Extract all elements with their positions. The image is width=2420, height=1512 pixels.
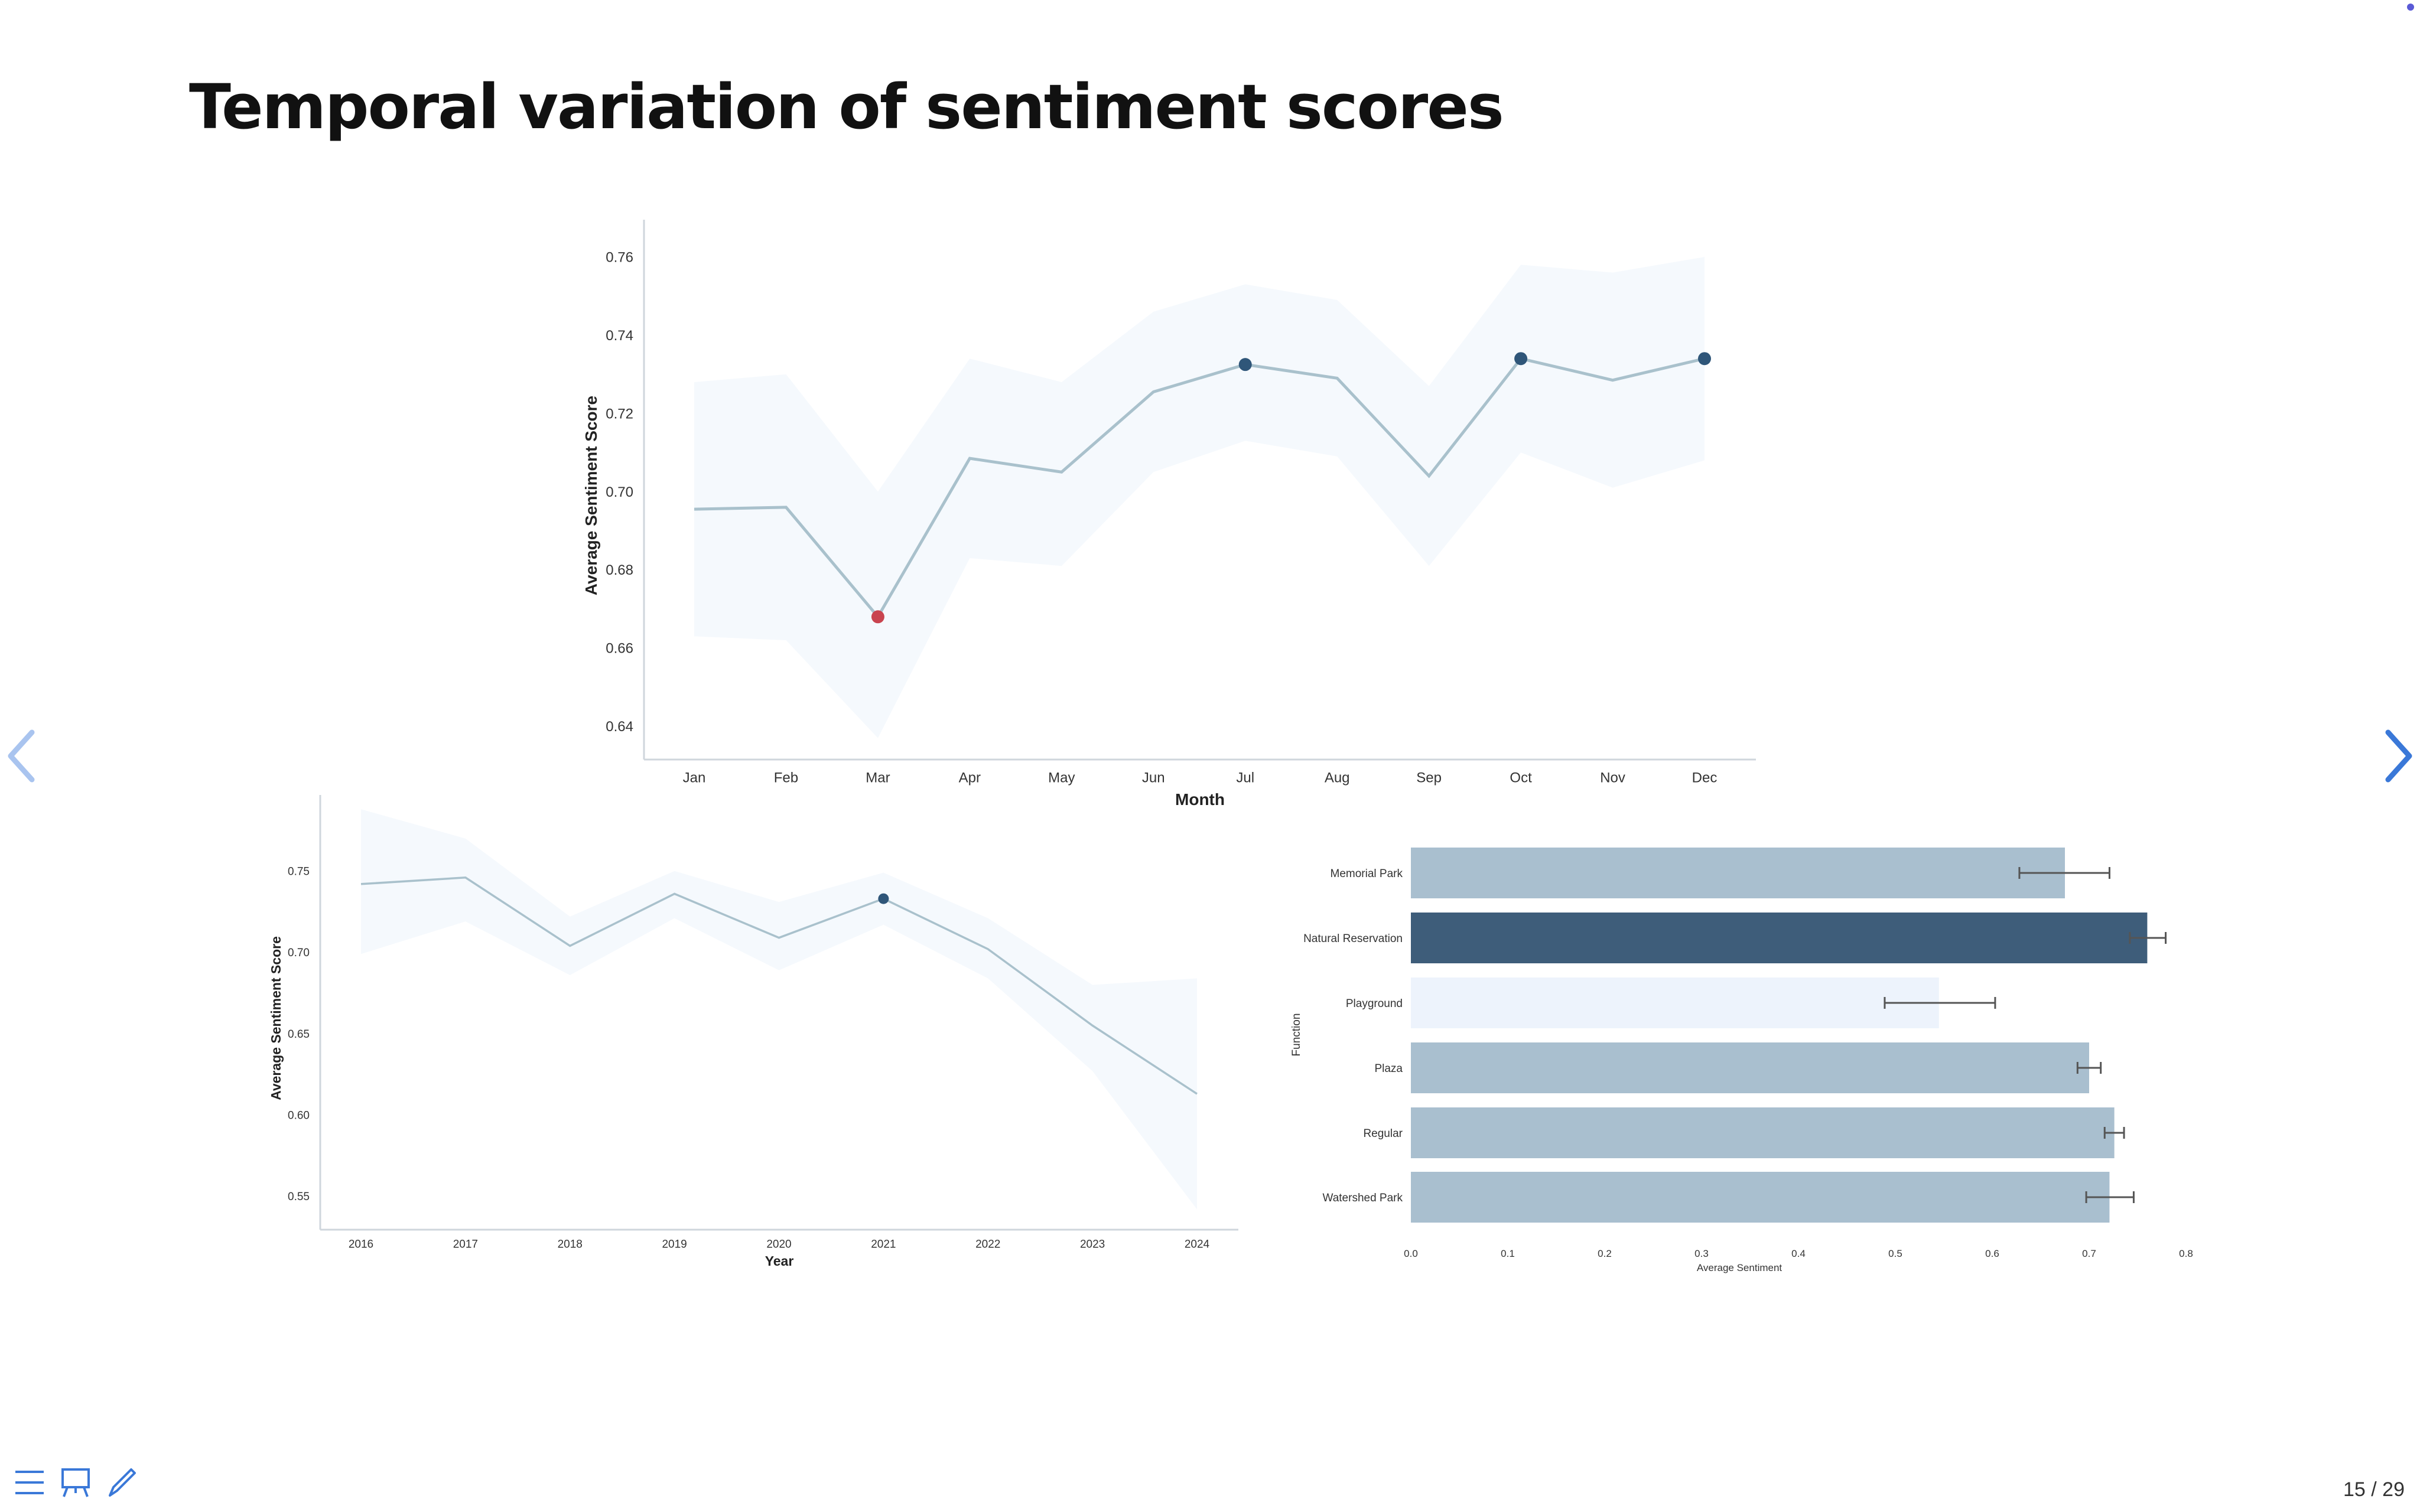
chart3-category-label: Plaza bbox=[1374, 1063, 1403, 1075]
chart1-xtick-label: Feb bbox=[774, 770, 798, 786]
slide-number: 15 / 29 bbox=[2343, 1478, 2405, 1501]
chart1-xtick-label: Dec bbox=[1692, 770, 1718, 786]
chart2-xtick-label: 2018 bbox=[558, 1238, 583, 1250]
chart1-series-line bbox=[694, 357, 1705, 620]
chart3-xtick-label: 0.6 bbox=[1985, 1248, 1999, 1259]
chart1-highlight-point bbox=[1238, 358, 1252, 372]
chart2-ytick-label: 0.75 bbox=[288, 865, 310, 878]
chart1-xtick-label: Jul bbox=[1236, 770, 1254, 786]
chart1-ytick-label: 0.72 bbox=[606, 406, 633, 422]
chart2-xtick-label: 2021 bbox=[871, 1238, 896, 1250]
chart3-bar bbox=[1411, 1172, 2110, 1223]
pen-button[interactable] bbox=[105, 1466, 138, 1499]
chart3-bar bbox=[1411, 977, 1939, 1028]
chevron-right-icon bbox=[2385, 729, 2412, 783]
chart2-xtick-label: 2020 bbox=[766, 1238, 791, 1250]
chart3-bar bbox=[1411, 848, 2065, 898]
chart2-ytick-label: 0.55 bbox=[288, 1191, 310, 1203]
chart1-ytick-label: 0.74 bbox=[606, 328, 633, 344]
chart1-xtick-label: Jun bbox=[1142, 770, 1165, 786]
chart1-ytick-label: 0.64 bbox=[606, 719, 633, 735]
chart1-ytick-label: 0.70 bbox=[606, 484, 633, 500]
chart3-category-label: Memorial Park bbox=[1331, 868, 1403, 880]
chart3-xtick-label: 0.1 bbox=[1501, 1248, 1515, 1259]
chart3-xtick-label: 0.0 bbox=[1404, 1248, 1418, 1259]
chart3-xtick-label: 0.7 bbox=[2082, 1248, 2096, 1259]
chart2-xtick-label: 2019 bbox=[662, 1238, 687, 1250]
chart2-xtick-label: 2022 bbox=[975, 1238, 1000, 1250]
chart2-series-line bbox=[360, 876, 1198, 1095]
chart1-xtick-label: Aug bbox=[1325, 770, 1350, 786]
chart1-xtick-label: Jan bbox=[683, 770, 706, 786]
menu-icon bbox=[15, 1471, 44, 1494]
chart2-xtick-label: 2016 bbox=[349, 1238, 373, 1250]
progress-indicator bbox=[2407, 4, 2414, 11]
chart3-bar bbox=[1411, 913, 2148, 963]
chart2-ytick-label: 0.60 bbox=[288, 1110, 310, 1122]
chart2-x-axis-label: Year bbox=[765, 1253, 794, 1269]
chart1-xtick-label: Apr bbox=[959, 770, 981, 786]
chart1-highlight-point bbox=[871, 610, 884, 624]
chart3-category-label: Playground bbox=[1346, 998, 1403, 1010]
chart3-xtick-label: 0.4 bbox=[1791, 1248, 1806, 1259]
chart1-highlight-point bbox=[1698, 352, 1711, 366]
chart2-xtick-label: 2024 bbox=[1185, 1238, 1210, 1250]
chart2-xtick-label: 2023 bbox=[1080, 1238, 1105, 1250]
pen-icon bbox=[109, 1468, 136, 1497]
chart3-x-axis-label: Average Sentiment bbox=[1697, 1262, 1783, 1273]
chart1-xtick-label: Mar bbox=[866, 770, 890, 786]
chart3-bar bbox=[1411, 1107, 2115, 1158]
chevron-left-icon bbox=[8, 729, 35, 783]
chart2-xtick-label: 2017 bbox=[453, 1238, 478, 1250]
chart1-xtick-label: Oct bbox=[1510, 770, 1532, 786]
chart2-y-axis-label: Average Sentiment Score bbox=[268, 936, 284, 1100]
chart2-ytick-label: 0.70 bbox=[288, 947, 310, 959]
chart2-highlight-point bbox=[878, 893, 889, 904]
chart3-xtick-label: 0.2 bbox=[1598, 1248, 1612, 1259]
chart3-bar bbox=[1411, 1042, 2089, 1093]
chart2-confidence-band bbox=[361, 809, 1197, 1210]
chart1-ytick-label: 0.68 bbox=[606, 562, 633, 578]
chart1-highlight-point bbox=[1514, 352, 1528, 366]
chart3-category-label: Natural Reservation bbox=[1303, 933, 1403, 945]
menu-button[interactable] bbox=[13, 1466, 46, 1499]
chart1-xtick-label: Sep bbox=[1416, 770, 1442, 786]
chart1-x-axis-label: Month bbox=[1175, 790, 1225, 809]
chart1-xtick-label: May bbox=[1048, 770, 1075, 786]
chart3-category-label: Regular bbox=[1363, 1128, 1403, 1140]
chart3-y-axis-label: Function bbox=[1290, 1014, 1303, 1057]
slides-overview-button[interactable] bbox=[59, 1466, 92, 1499]
chart1-xtick-label: Nov bbox=[1600, 770, 1625, 786]
previous-slide-button[interactable] bbox=[4, 726, 39, 786]
next-slide-button[interactable] bbox=[2381, 726, 2416, 786]
chart2-ytick-label: 0.65 bbox=[288, 1028, 310, 1041]
slides-overview-icon bbox=[61, 1468, 90, 1497]
chart3-xtick-label: 0.5 bbox=[1888, 1248, 1902, 1259]
chart1-confidence-band bbox=[694, 257, 1705, 738]
slide-title: Temporal variation of sentiment scores bbox=[189, 71, 1504, 143]
chart1-y-axis-label: Average Sentiment Score bbox=[582, 396, 600, 595]
chart3-xtick-label: 0.3 bbox=[1694, 1248, 1709, 1259]
chart3-xtick-label: 0.8 bbox=[2179, 1248, 2193, 1259]
chart1-ytick-label: 0.76 bbox=[606, 249, 633, 265]
chart3-category-label: Watershed Park bbox=[1322, 1192, 1403, 1204]
chart1-ytick-label: 0.66 bbox=[606, 641, 633, 657]
